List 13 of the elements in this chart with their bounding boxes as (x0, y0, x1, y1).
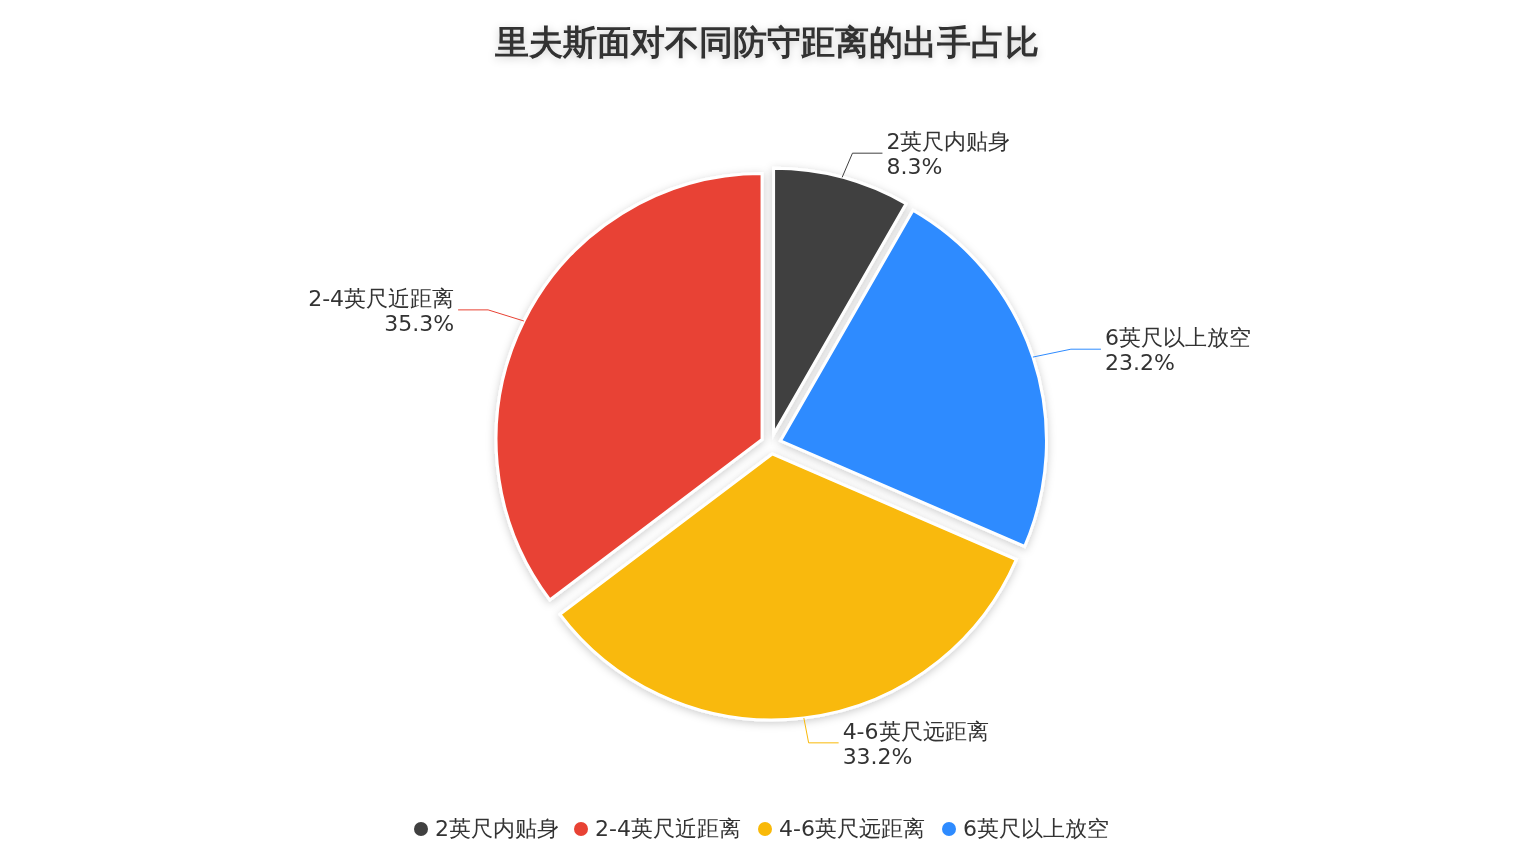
data-label: 8.3% (886, 154, 943, 180)
legend-label: 2-4英尺近距离 (595, 816, 741, 841)
slice-label: 6英尺以上放空 (1104, 325, 1251, 351)
data-label: 35.3% (384, 310, 455, 336)
slice-label: 2-4英尺近距离 (308, 285, 455, 311)
data-label: 23.2% (1104, 350, 1175, 376)
chart-title: 里夫斯面对不同防守距离的出手占比 (494, 22, 1039, 62)
legend-label: 6英尺以上放空 (963, 816, 1109, 841)
data-label: 33.2% (842, 743, 913, 769)
slice-label: 4-6英尺远距离 (842, 718, 989, 744)
legend-label: 4-6英尺远距离 (779, 816, 925, 841)
legend-label: 2英尺内贴身 (435, 816, 559, 841)
slice-label: 2英尺内贴身 (886, 129, 1011, 155)
